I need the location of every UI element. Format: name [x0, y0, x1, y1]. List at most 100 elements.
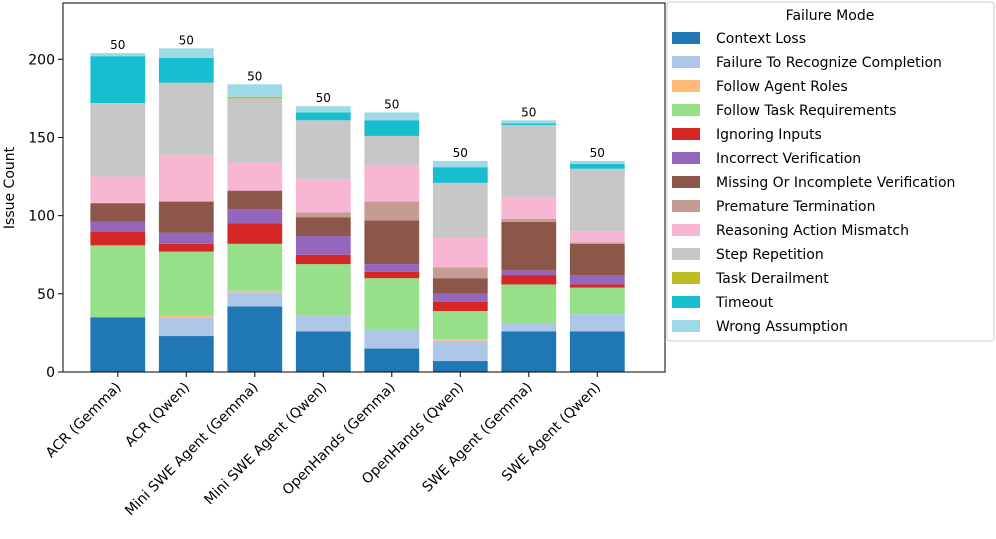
legend-swatch: [672, 32, 700, 44]
bar-segment: [158, 336, 214, 372]
bar-segment: [501, 124, 557, 197]
bar-segment: [227, 292, 283, 307]
x-tick-label: Mini SWE Agent (Gemma): [122, 380, 262, 520]
bar-segment: [90, 203, 146, 222]
bar-segment: [295, 264, 351, 316]
bar-annotation: 50: [453, 146, 468, 160]
bar-segment: [90, 103, 146, 177]
bar-segment: [501, 218, 557, 222]
bar-segment: [227, 162, 283, 191]
bar-segment: [501, 284, 557, 324]
bar-segment: [227, 84, 283, 97]
bar-segment: [569, 275, 625, 285]
legend-swatch: [672, 320, 700, 332]
legend-label: Follow Agent Roles: [716, 79, 848, 95]
bar-segment: [432, 278, 488, 294]
bar-segment: [432, 339, 488, 341]
bar-segment: [569, 331, 625, 372]
x-tick-label: SWE Agent (Gemma): [420, 380, 536, 496]
bar-segment: [501, 221, 557, 271]
legend-label: Missing Or Incomplete Verification: [716, 175, 955, 191]
bar-segment: [569, 314, 625, 332]
bar-segment: [90, 221, 146, 232]
bar-annotation: 50: [384, 97, 399, 111]
bar-segment: [158, 201, 214, 233]
bar-segment: [227, 223, 283, 244]
y-axis-label: Issue Count: [2, 146, 18, 229]
bar-segment: [295, 235, 351, 255]
bar-segment: [432, 167, 488, 183]
y-tick-label: 200: [28, 52, 55, 68]
legend-swatch: [672, 128, 700, 140]
bar-segment: [227, 243, 283, 291]
bar-segment: [432, 340, 488, 362]
bar-segment: [295, 179, 351, 213]
legend-label: Task Derailment: [715, 271, 829, 287]
legend-swatch: [672, 272, 700, 284]
legend-label: Incorrect Verification: [716, 151, 861, 167]
bar-segment: [569, 242, 625, 244]
bar-segment: [569, 243, 625, 276]
bar-segment: [501, 196, 557, 219]
bar-segment: [90, 245, 146, 318]
bar-segment: [569, 164, 625, 169]
bar-segment: [364, 329, 420, 349]
bar-annotation: 50: [316, 91, 331, 105]
bar-segment: [432, 301, 488, 312]
x-tick-label: ACR (Gemma): [43, 380, 125, 462]
legend-label: Reasoning Action Mismatch: [716, 223, 909, 239]
legend-label: Timeout: [715, 295, 774, 311]
legend-swatch: [672, 248, 700, 260]
bar-segment: [364, 348, 420, 372]
legend-swatch: [672, 200, 700, 212]
bar-segment: [227, 98, 283, 163]
legend-swatch: [672, 296, 700, 308]
bar-segment: [227, 290, 283, 293]
bar-segment: [227, 209, 283, 224]
bar-segment: [295, 315, 351, 332]
bar-segment: [501, 120, 557, 124]
bar-segment: [158, 57, 214, 83]
bar-segment: [295, 212, 351, 218]
bar-segment: [158, 82, 214, 155]
legend-label: Step Repetition: [716, 247, 824, 263]
legend-label: Context Loss: [716, 31, 806, 47]
bar-segment: [227, 306, 283, 372]
bar-segment: [501, 270, 557, 276]
bar-annotation: 50: [110, 38, 125, 52]
bar-annotation: 50: [590, 146, 605, 160]
legend-swatch: [672, 224, 700, 236]
bar-segment: [90, 231, 146, 246]
bar-segment: [569, 287, 625, 315]
bar-segment: [295, 112, 351, 121]
legend-box: [666, 1, 995, 342]
legend-label: Failure To Recognize Completion: [716, 55, 942, 71]
bar-segment: [501, 275, 557, 285]
bar-segment: [227, 190, 283, 210]
bar-segment: [501, 323, 557, 332]
bar-segment: [432, 293, 488, 302]
x-tick-label: Mini SWE Agent (Qwen): [201, 380, 330, 509]
bar-segment: [364, 271, 420, 279]
bar-segment: [432, 361, 488, 372]
bar-segment: [158, 243, 214, 252]
bar-segment: [90, 317, 146, 372]
bar-segment: [364, 278, 420, 330]
bar-segment: [364, 264, 420, 272]
bar-annotation: 50: [521, 105, 536, 119]
bar-segment: [364, 201, 420, 221]
y-tick-label: 50: [37, 287, 55, 303]
bar-segment: [295, 106, 351, 113]
bar-segment: [295, 120, 351, 180]
bar-segment: [364, 165, 420, 202]
bar-segment: [90, 56, 146, 104]
bar-segment: [569, 231, 625, 243]
bar-segment: [295, 254, 351, 265]
legend-swatch: [672, 80, 700, 92]
x-tick-label: OpenHands (Gemma): [280, 380, 399, 499]
legend-label: Wrong Assumption: [716, 319, 848, 335]
x-tick-label: ACR (Qwen): [122, 380, 193, 451]
bar-segment: [432, 182, 488, 238]
bar-segment: [432, 160, 488, 168]
